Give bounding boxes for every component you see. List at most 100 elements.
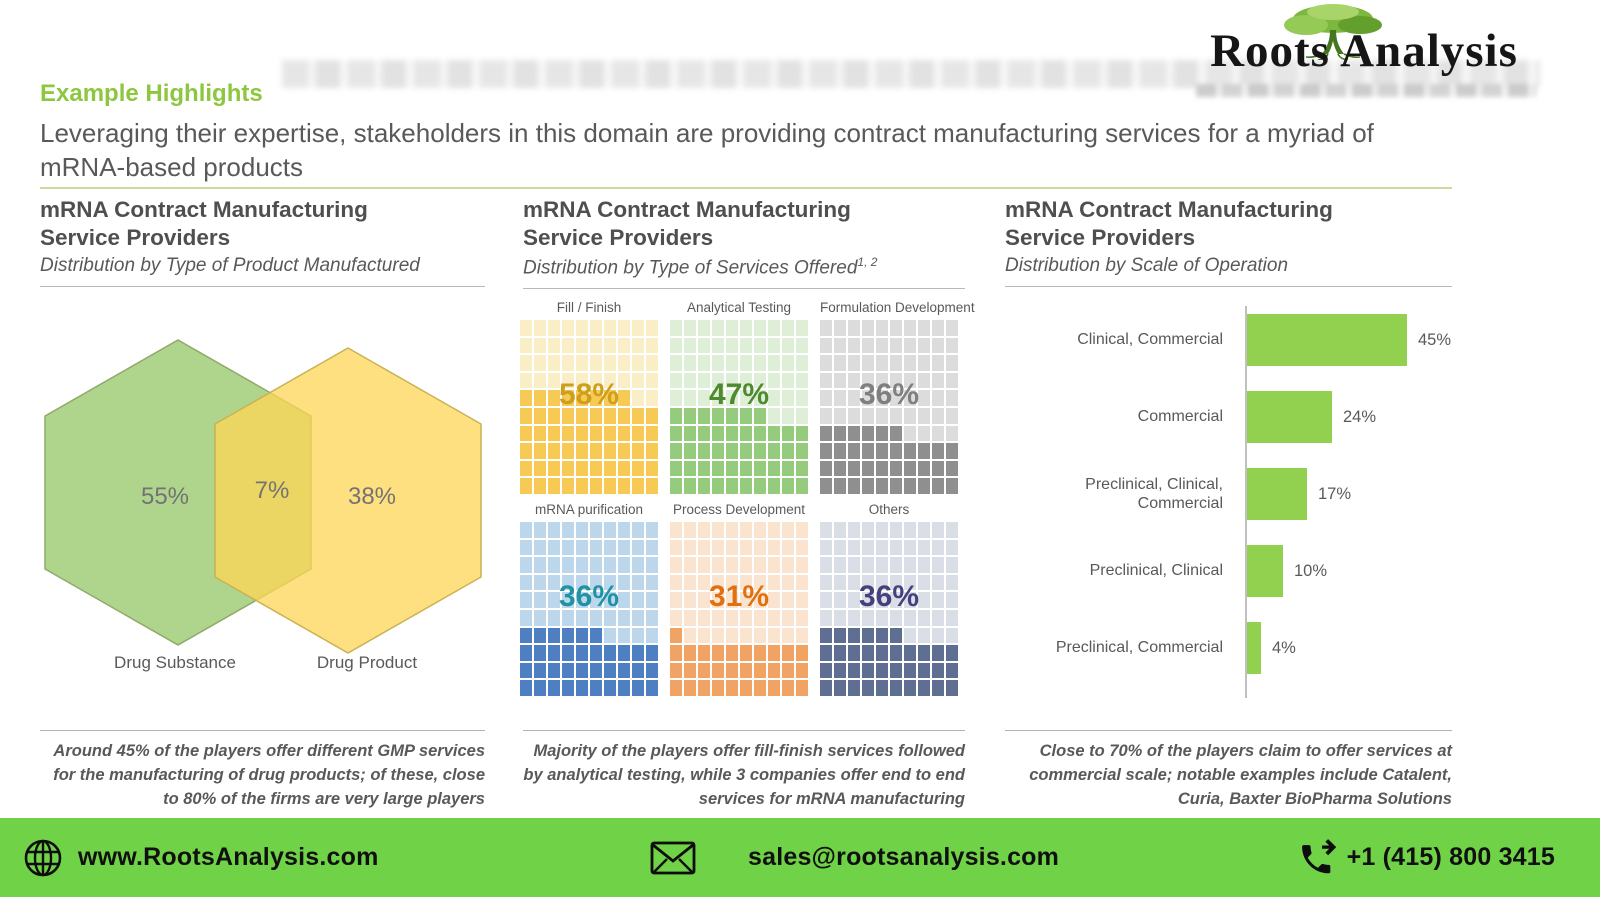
waffle-cell <box>698 460 710 477</box>
waffle-cell <box>796 425 808 442</box>
waffle-cell <box>918 557 930 573</box>
waffle-cell <box>890 443 902 459</box>
waffle-cell <box>890 574 902 591</box>
panel-subtitle: Distribution by Type of Product Manufact… <box>40 255 485 287</box>
waffle-cell <box>726 320 738 336</box>
waffle-cell <box>796 539 808 556</box>
waffle-cell <box>904 557 916 573</box>
footer-phone-text[interactable]: +1 (415) 800 3415 <box>1346 843 1555 871</box>
waffle-cell <box>698 408 710 424</box>
bar <box>1247 314 1407 366</box>
waffle-cell <box>946 539 958 556</box>
waffle-cell <box>534 522 546 538</box>
waffle-cell <box>834 680 846 696</box>
waffle-cell <box>876 460 888 477</box>
waffle-cell <box>848 680 860 696</box>
waffle-cell <box>712 372 724 389</box>
waffle-cell <box>590 320 602 336</box>
globe-icon <box>24 839 62 876</box>
waffle-cell <box>618 662 630 679</box>
waffle-cell <box>796 460 808 477</box>
venn-chart: 55% 7% 38% Drug Substance Drug Product <box>44 339 482 672</box>
waffle-cell <box>604 645 616 661</box>
waffle-cell <box>890 372 902 389</box>
waffle-cell <box>918 645 930 661</box>
waffle-cell <box>684 337 696 354</box>
waffle-cell <box>946 320 958 336</box>
waffle-cell <box>562 557 574 573</box>
bar-value-label: 45% <box>1418 330 1452 349</box>
waffle-cell <box>632 680 644 696</box>
waffle-cell <box>562 680 574 696</box>
waffle-cell <box>890 592 902 608</box>
waffle-cell <box>712 662 724 679</box>
waffle-cell <box>768 355 780 371</box>
waffle-cell <box>520 662 532 679</box>
waffle-cell <box>848 539 860 556</box>
waffle-cell <box>890 408 902 424</box>
waffle-cell <box>820 522 832 538</box>
waffle-cell <box>604 627 616 644</box>
footer-phone[interactable]: +1 (415) 800 3415 <box>1295 818 1555 897</box>
waffle-cell <box>876 355 888 371</box>
waffle-cell <box>576 408 588 424</box>
footer-website-text[interactable]: www.RootsAnalysis.com <box>78 843 379 871</box>
waffle-cell <box>890 390 902 406</box>
waffle-cell <box>604 478 616 494</box>
waffle-cell <box>562 390 574 406</box>
waffle-cell <box>604 539 616 556</box>
waffle-cell <box>848 390 860 406</box>
waffle-cell <box>918 478 930 494</box>
waffle-cell <box>796 680 808 696</box>
waffle-cell <box>534 680 546 696</box>
waffle-cell <box>646 425 658 442</box>
header-divider <box>40 187 1452 189</box>
waffle-cell <box>890 337 902 354</box>
waffle-cell <box>796 320 808 336</box>
panel-title-line2: Service Providers <box>40 225 231 250</box>
waffle-cell <box>876 372 888 389</box>
waffle-cell <box>670 337 682 354</box>
waffle-cell <box>534 443 546 459</box>
waffle-cell <box>562 443 574 459</box>
waffle-cell <box>618 627 630 644</box>
waffle-cell <box>684 390 696 406</box>
waffle-cell <box>576 610 588 626</box>
brand-logo: Roots Analysis <box>1178 2 1550 104</box>
waffle-cell <box>862 645 874 661</box>
waffle-cell <box>740 337 752 354</box>
waffle-cell <box>632 592 644 608</box>
footer-bar: www.RootsAnalysis.com sales@rootsanalysi… <box>0 818 1600 897</box>
footer-website[interactable]: www.RootsAnalysis.com <box>22 818 379 897</box>
waffle-cell <box>576 355 588 371</box>
waffle-cell <box>932 539 944 556</box>
footer-email-text[interactable]: sales@rootsanalysis.com <box>748 843 1060 871</box>
waffle-cell <box>562 592 574 608</box>
waffle-cell <box>876 408 888 424</box>
waffle-cell <box>712 522 724 538</box>
footer-email[interactable]: sales@rootsanalysis.com <box>650 818 1059 897</box>
waffle-cell <box>604 662 616 679</box>
waffle-cell <box>590 627 602 644</box>
panel-subtitle-text: Distribution by Scale of Operation <box>1005 255 1289 276</box>
waffle-cell <box>576 320 588 336</box>
bar-row: Preclinical, Clinical, Commercial 17% <box>1005 468 1452 520</box>
waffle-cell <box>726 460 738 477</box>
waffle-cell <box>862 337 874 354</box>
venn-label-drug-substance: Drug Substance <box>114 653 236 672</box>
waffle-cell <box>684 478 696 494</box>
waffle-cell <box>632 425 644 442</box>
waffle-cell <box>576 425 588 442</box>
waffle-cell <box>946 390 958 406</box>
waffle-cell <box>632 372 644 389</box>
waffle-cell <box>782 478 794 494</box>
waffle-cell <box>862 408 874 424</box>
waffle-cell <box>684 627 696 644</box>
waffle-cell <box>562 372 574 389</box>
waffle-cell <box>754 574 766 591</box>
waffle-cell <box>590 390 602 406</box>
waffle-cell <box>834 390 846 406</box>
waffle-cell <box>782 592 794 608</box>
waffle-cell <box>876 539 888 556</box>
waffle-cell <box>632 320 644 336</box>
